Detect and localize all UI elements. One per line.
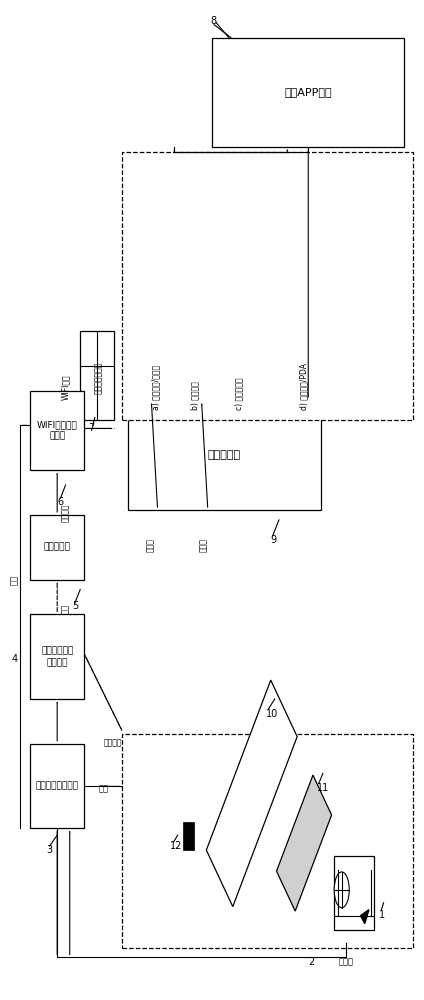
Text: 信号转码器: 信号转码器 — [44, 543, 71, 552]
Bar — [335, 856, 374, 930]
Bar — [128, 401, 321, 510]
Text: WIFI信号: WIFI信号 — [61, 375, 70, 400]
Text: 供电: 供电 — [98, 784, 108, 793]
Text: 热电流: 热电流 — [338, 957, 353, 966]
Text: 数据云平台: 数据云平台 — [208, 450, 241, 460]
Text: b) 智能手机: b) 智能手机 — [191, 382, 200, 410]
Text: 2: 2 — [308, 957, 315, 967]
Bar — [30, 744, 84, 828]
Text: a) 台式电脑/工作站: a) 台式电脑/工作站 — [151, 365, 160, 410]
Text: 专用APP软件: 专用APP软件 — [285, 87, 332, 97]
Bar — [212, 38, 404, 147]
Text: WIFI互感信号
发射器: WIFI互感信号 发射器 — [37, 420, 78, 441]
Text: 振动信号分析
与采集器: 振动信号分析 与采集器 — [41, 646, 73, 667]
Bar — [30, 515, 84, 580]
Bar — [183, 822, 195, 850]
Bar — [30, 391, 84, 470]
Text: 数据流: 数据流 — [199, 538, 208, 552]
Text: 电流采集与控压器: 电流采集与控压器 — [36, 781, 79, 790]
Bar — [122, 152, 413, 420]
Bar — [30, 614, 84, 699]
Text: d) 平板电脑/PDA: d) 平板电脑/PDA — [300, 363, 309, 410]
Circle shape — [334, 872, 349, 908]
Text: 4: 4 — [11, 654, 17, 664]
Text: 6: 6 — [57, 497, 63, 507]
Text: 供电: 供电 — [10, 575, 19, 585]
Text: 7: 7 — [89, 423, 95, 433]
Text: 1: 1 — [379, 910, 385, 920]
Text: 数据流: 数据流 — [146, 538, 155, 552]
Polygon shape — [360, 910, 369, 924]
Text: 10: 10 — [266, 709, 279, 719]
Text: 可视化监测平台: 可视化监测平台 — [94, 361, 103, 394]
Text: 9: 9 — [271, 535, 277, 545]
Text: 8: 8 — [210, 16, 216, 26]
Text: 3: 3 — [47, 845, 53, 855]
Text: 5: 5 — [72, 601, 78, 611]
Text: 振动信号: 振动信号 — [61, 504, 70, 522]
Bar — [206, 680, 297, 907]
Text: 供电: 供电 — [61, 604, 70, 614]
Bar — [80, 331, 114, 420]
Text: c) 笔记本电脑: c) 笔记本电脑 — [235, 378, 244, 410]
Bar — [122, 734, 413, 948]
Text: 机械振动: 机械振动 — [103, 738, 122, 747]
Text: 11: 11 — [317, 783, 329, 793]
Text: 12: 12 — [170, 841, 182, 851]
Bar — [276, 775, 332, 911]
